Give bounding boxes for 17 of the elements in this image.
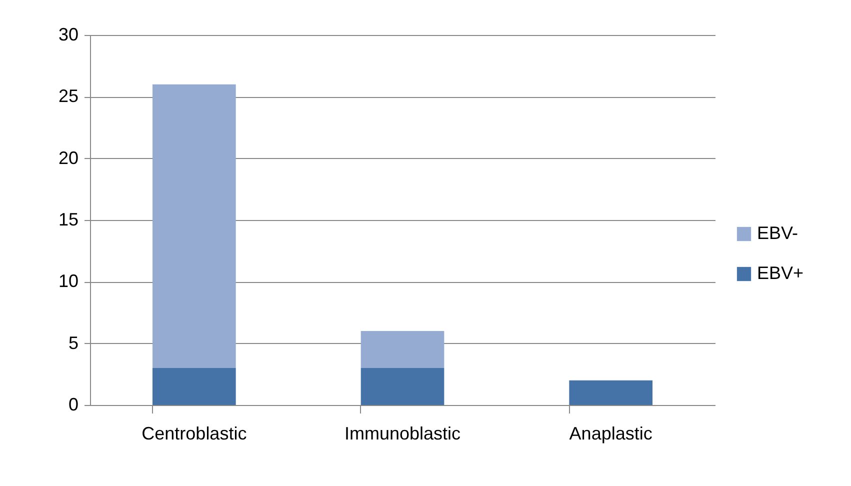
bar — [569, 380, 652, 405]
x-tick-label: Immunoblastic — [344, 424, 461, 444]
y-tick-label: 5 — [68, 332, 78, 353]
y-tick-label: 0 — [68, 394, 78, 414]
legend-label: EBV+ — [757, 263, 804, 283]
y-tick-label: 20 — [58, 148, 78, 168]
y-tick-label: 25 — [58, 86, 78, 106]
y-tick-label: 10 — [58, 271, 78, 292]
bar — [360, 368, 444, 405]
bar — [152, 84, 236, 368]
y-tick-label: 15 — [58, 210, 78, 230]
bar — [152, 368, 236, 405]
legend-label: EBV- — [757, 223, 798, 243]
bar — [360, 331, 444, 368]
x-tick-label: Anaplastic — [569, 424, 652, 444]
y-tick-label: 30 — [58, 24, 78, 44]
x-tick-label: Centroblastic — [142, 424, 247, 444]
